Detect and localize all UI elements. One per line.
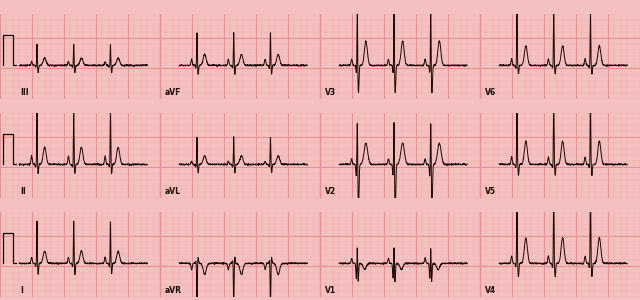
Text: aVR: aVR <box>165 286 182 295</box>
Text: V2: V2 <box>325 187 336 196</box>
Text: aVL: aVL <box>165 187 181 196</box>
Text: aVF: aVF <box>165 88 182 97</box>
Text: I: I <box>20 286 23 295</box>
Text: V6: V6 <box>485 88 496 97</box>
Text: III: III <box>20 88 29 97</box>
Text: V1: V1 <box>325 286 336 295</box>
Text: V4: V4 <box>485 286 496 295</box>
Text: V3: V3 <box>325 88 336 97</box>
Text: V5: V5 <box>485 187 496 196</box>
Text: II: II <box>20 187 26 196</box>
